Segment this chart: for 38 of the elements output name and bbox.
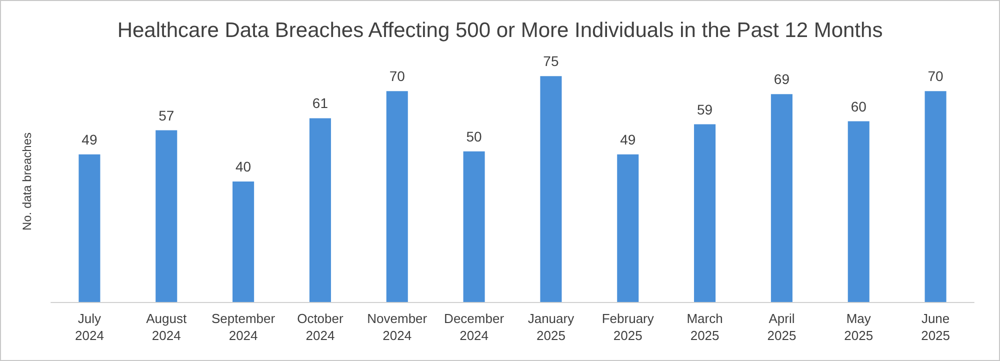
bar — [386, 91, 408, 302]
bar — [848, 121, 870, 302]
bar — [617, 154, 639, 302]
x-tick-label: April 2025 — [767, 311, 796, 343]
data-label: 61 — [312, 95, 328, 112]
data-label: 75 — [543, 53, 559, 70]
x-tick-label: November 2024 — [367, 311, 428, 343]
bar — [694, 124, 716, 302]
x-tick-label: December 2024 — [444, 311, 505, 343]
bar — [924, 91, 946, 302]
data-label: 49 — [82, 131, 98, 148]
bar — [156, 130, 178, 302]
data-label: 49 — [620, 131, 636, 148]
x-tick-label: May 2025 — [844, 311, 874, 343]
bar — [540, 76, 562, 302]
bar — [232, 182, 254, 302]
data-label: 59 — [697, 101, 713, 118]
x-tick-label: August 2024 — [146, 311, 187, 343]
data-label: 57 — [158, 107, 174, 124]
y-axis-title: No. data breaches — [20, 132, 34, 231]
x-tick-label: September 2024 — [211, 311, 276, 343]
x-tick-label: June 2025 — [921, 311, 950, 343]
bar — [770, 94, 792, 302]
x-tick-label: February 2025 — [602, 311, 654, 343]
data-label: 60 — [850, 98, 867, 114]
x-tick-label: January 2025 — [528, 311, 575, 343]
x-tick-label: October 2024 — [297, 311, 344, 343]
bar — [78, 154, 100, 302]
data-label: 69 — [774, 71, 790, 88]
x-tick-label: March 2025 — [686, 311, 723, 343]
data-label: 40 — [236, 158, 252, 174]
data-label: 70 — [389, 68, 406, 84]
x-tick-label: July 2024 — [74, 311, 104, 343]
bar — [463, 151, 485, 302]
chart-title: Healthcare Data Breaches Affecting 500 or More Individuals in the Past 12 Months — [117, 19, 883, 42]
bar — [309, 118, 331, 302]
data-label: 70 — [928, 68, 944, 84]
data-label: 50 — [466, 128, 482, 144]
